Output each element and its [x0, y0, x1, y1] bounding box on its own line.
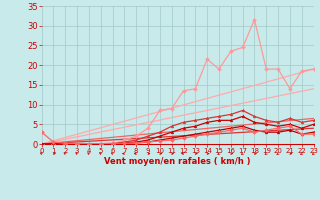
X-axis label: Vent moyen/en rafales ( km/h ): Vent moyen/en rafales ( km/h ): [104, 157, 251, 166]
